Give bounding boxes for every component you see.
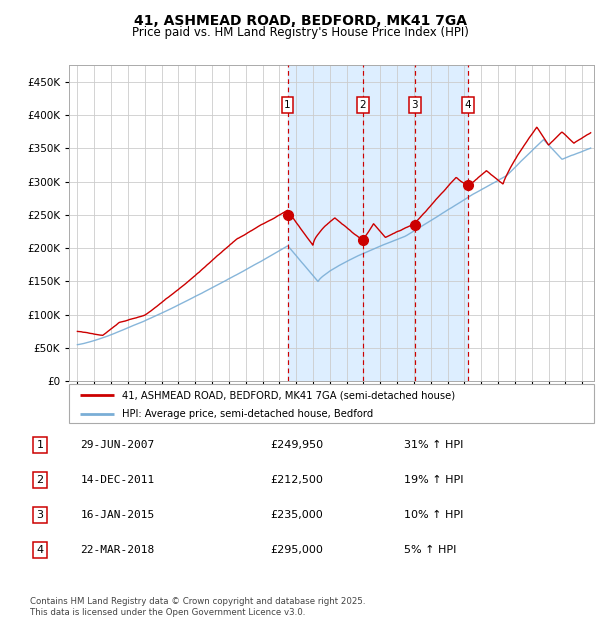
Text: 3: 3 bbox=[412, 100, 418, 110]
Text: 19% ↑ HPI: 19% ↑ HPI bbox=[404, 475, 463, 485]
Text: 10% ↑ HPI: 10% ↑ HPI bbox=[404, 510, 463, 520]
Text: 31% ↑ HPI: 31% ↑ HPI bbox=[404, 440, 463, 450]
Text: 4: 4 bbox=[465, 100, 472, 110]
Text: 1: 1 bbox=[37, 440, 44, 450]
Text: HPI: Average price, semi-detached house, Bedford: HPI: Average price, semi-detached house,… bbox=[121, 409, 373, 419]
Text: Price paid vs. HM Land Registry's House Price Index (HPI): Price paid vs. HM Land Registry's House … bbox=[131, 26, 469, 39]
Text: Contains HM Land Registry data © Crown copyright and database right 2025.
This d: Contains HM Land Registry data © Crown c… bbox=[30, 598, 365, 617]
Text: 22-MAR-2018: 22-MAR-2018 bbox=[80, 545, 154, 555]
Bar bbox=[287, 65, 468, 381]
Text: 41, ASHMEAD ROAD, BEDFORD, MK41 7GA: 41, ASHMEAD ROAD, BEDFORD, MK41 7GA bbox=[133, 14, 467, 28]
Text: 5% ↑ HPI: 5% ↑ HPI bbox=[404, 545, 456, 555]
Text: £249,950: £249,950 bbox=[270, 440, 323, 450]
Text: 1: 1 bbox=[284, 100, 291, 110]
Text: 3: 3 bbox=[37, 510, 44, 520]
Text: 2: 2 bbox=[37, 475, 44, 485]
Text: 4: 4 bbox=[37, 545, 44, 555]
Text: 14-DEC-2011: 14-DEC-2011 bbox=[80, 475, 154, 485]
Text: 29-JUN-2007: 29-JUN-2007 bbox=[80, 440, 154, 450]
Text: £212,500: £212,500 bbox=[270, 475, 323, 485]
Text: 2: 2 bbox=[359, 100, 366, 110]
Text: £235,000: £235,000 bbox=[270, 510, 323, 520]
Text: 41, ASHMEAD ROAD, BEDFORD, MK41 7GA (semi-detached house): 41, ASHMEAD ROAD, BEDFORD, MK41 7GA (sem… bbox=[121, 390, 455, 400]
Text: £295,000: £295,000 bbox=[270, 545, 323, 555]
Text: 16-JAN-2015: 16-JAN-2015 bbox=[80, 510, 154, 520]
